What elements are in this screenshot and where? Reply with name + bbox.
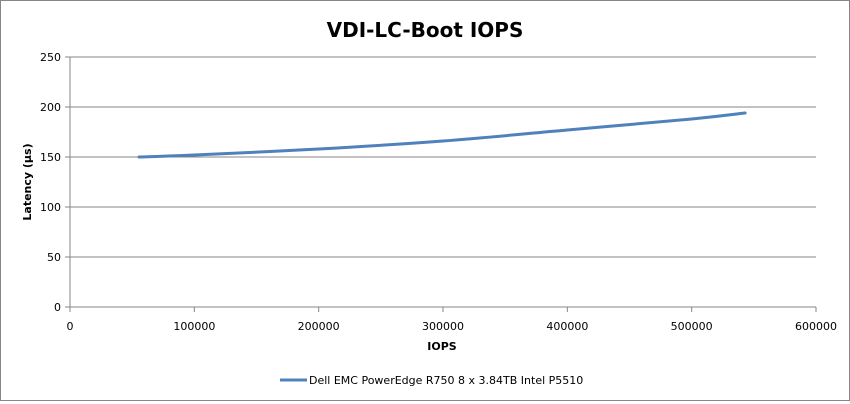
x-tick-label: 600000 <box>795 320 837 333</box>
y-tick-label: 100 <box>40 201 61 214</box>
y-tick-label: 0 <box>54 301 61 314</box>
x-tick-label: 200000 <box>298 320 340 333</box>
legend-label: Dell EMC PowerEdge R750 8 x 3.84TB Intel… <box>309 374 583 387</box>
x-tick-label: 100000 <box>173 320 215 333</box>
x-axis-label: IOPS <box>427 340 457 353</box>
series-line <box>137 111 747 159</box>
x-tick-label: 400000 <box>546 320 588 333</box>
y-axis-label: Latency (µs) <box>21 143 34 220</box>
x-tick-label: 0 <box>67 320 74 333</box>
legend: Dell EMC PowerEdge R750 8 x 3.84TB Intel… <box>280 374 583 387</box>
x-tick-label: 500000 <box>671 320 713 333</box>
x-tick-label: 300000 <box>422 320 464 333</box>
y-tick-label: 250 <box>40 51 61 64</box>
y-tick-label: 150 <box>40 151 61 164</box>
chart-title: VDI-LC-Boot IOPS <box>327 18 524 42</box>
y-tick-label: 200 <box>40 101 61 114</box>
y-tick-label: 50 <box>47 251 61 264</box>
